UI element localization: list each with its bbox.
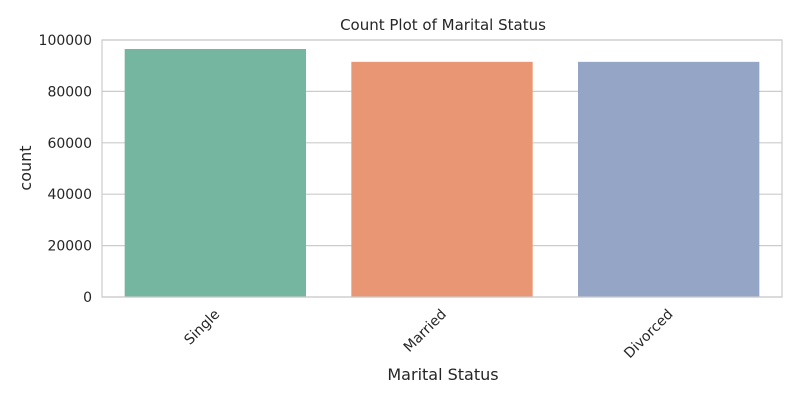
y-tick-label: 80000 xyxy=(47,84,92,100)
x-axis-label: Marital Status xyxy=(387,365,498,384)
bar-single xyxy=(124,48,307,298)
chart-title: Count Plot of Marital Status xyxy=(340,16,546,34)
x-tick-labels: Single Married Divorced xyxy=(181,307,676,362)
x-tick-label: Divorced xyxy=(621,307,676,362)
plot-frame xyxy=(101,39,783,298)
y-tick-label: 0 xyxy=(83,290,92,306)
x-tick-label: Married xyxy=(401,307,450,356)
y-tick-label: 60000 xyxy=(47,136,92,152)
y-tick-label: 20000 xyxy=(47,239,92,255)
bar-divorced xyxy=(578,61,760,297)
x-tick-label: Single xyxy=(181,307,223,349)
bar-married xyxy=(351,61,533,297)
y-axis-label: count xyxy=(16,145,35,190)
y-tick-label: 40000 xyxy=(47,187,92,203)
y-tick-label: 100000 xyxy=(39,33,92,49)
y-tick-labels: 0 20000 40000 60000 80000 100000 xyxy=(39,33,92,306)
bars xyxy=(124,48,760,298)
